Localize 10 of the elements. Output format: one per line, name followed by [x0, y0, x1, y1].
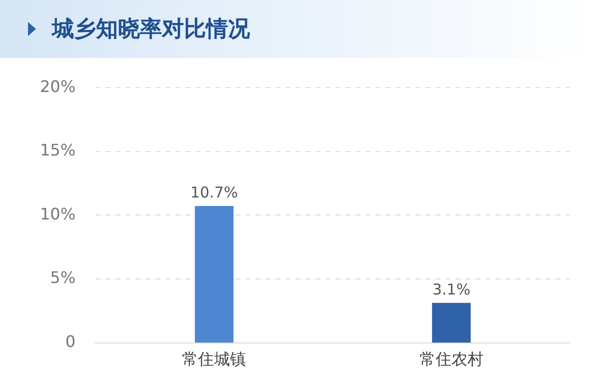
y-tick-label: 5% — [50, 268, 76, 288]
y-tick-label: 10% — [40, 204, 76, 224]
y-tick-label: 20% — [40, 76, 76, 96]
x-tick-label: 常住农村 — [419, 350, 484, 369]
chart-title: 城乡知晓率对比情况 — [52, 16, 250, 44]
data-label: 10.7% — [190, 184, 238, 202]
data-label: 3.1% — [432, 280, 470, 299]
x-tick-label: 常住城镇 — [182, 350, 246, 369]
y-tick-label: 0 — [65, 332, 76, 351]
y-tick-label: 15% — [40, 140, 76, 160]
